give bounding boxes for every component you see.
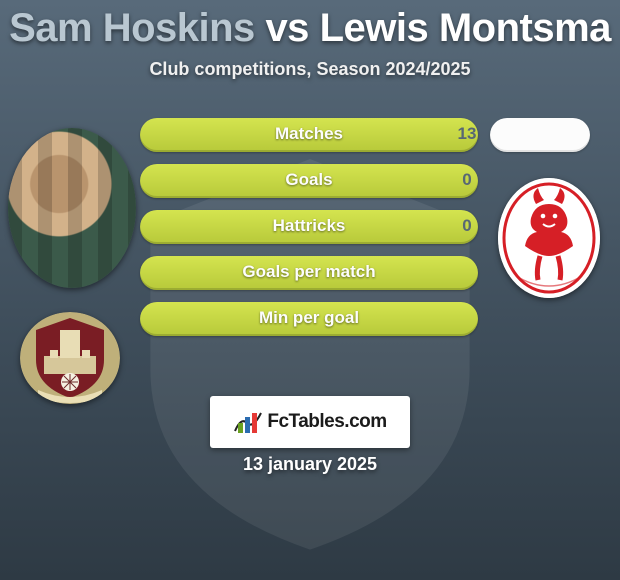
- stat-row-min-per-goal: Min per goal: [140, 302, 480, 336]
- stat-value-right: 13: [447, 124, 487, 144]
- stat-row-goals: Goals 0: [140, 164, 480, 198]
- stat-row-hattricks: Hattricks 0: [140, 210, 480, 244]
- page-title: Sam Hoskins vs Lewis Montsma: [0, 0, 620, 51]
- bar-chart-icon: [233, 409, 263, 435]
- stat-row-goals-per-match: Goals per match: [140, 256, 480, 290]
- stat-label: Hattricks: [140, 216, 478, 236]
- stat-label: Goals per match: [140, 262, 478, 282]
- player1-name: Sam Hoskins: [9, 6, 255, 50]
- stat-value-right: 0: [447, 216, 487, 236]
- player2-name: Lewis Montsma: [320, 6, 611, 50]
- matches-right-pill: [490, 118, 590, 152]
- stat-label: Goals: [140, 170, 478, 190]
- player2-club-crest: [498, 178, 600, 298]
- snapshot-date: 13 january 2025: [0, 454, 620, 475]
- logo-text: FcTables.com: [267, 411, 386, 433]
- stats-table: Matches 13 Goals 0 Hattricks 0 Goals per…: [140, 118, 480, 348]
- player1-photo: [8, 128, 136, 288]
- stat-label: Matches: [140, 124, 478, 144]
- stat-value-right: 0: [447, 170, 487, 190]
- comparison-card: Sam Hoskins vs Lewis Montsma Club compet…: [0, 0, 620, 580]
- fctables-logo[interactable]: FcTables.com: [210, 396, 410, 448]
- subtitle: Club competitions, Season 2024/2025: [0, 59, 620, 80]
- stat-label: Min per goal: [140, 308, 478, 328]
- player1-club-crest: [20, 312, 120, 404]
- vs-separator: vs: [265, 6, 309, 50]
- stat-row-matches: Matches 13: [140, 118, 480, 152]
